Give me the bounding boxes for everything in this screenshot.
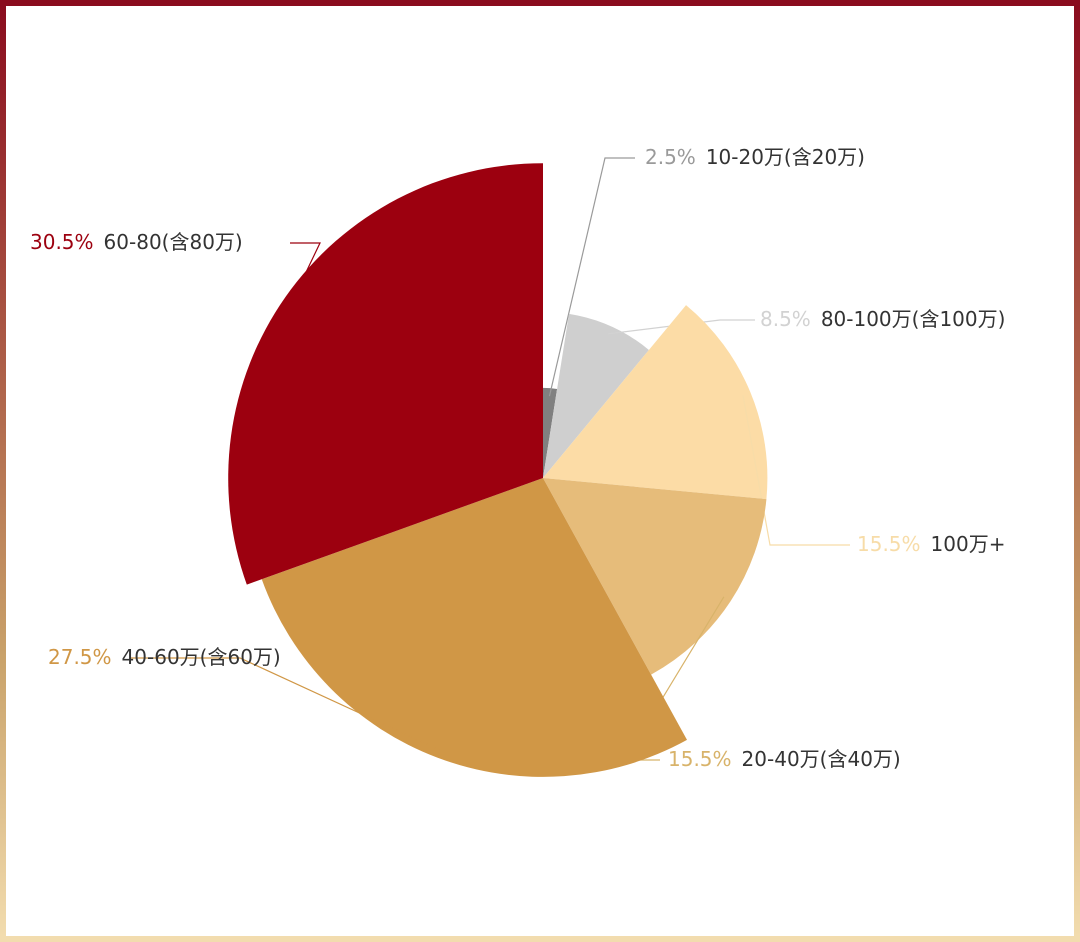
percent-label: 30.5% xyxy=(30,230,94,254)
category-label: 60-80(含80万) xyxy=(104,230,243,254)
percent-label: 2.5% xyxy=(645,145,696,169)
leader-line xyxy=(742,395,850,546)
category-label: 10-20万(含20万) xyxy=(706,145,865,169)
category-label: 80-100万(含100万) xyxy=(821,307,1006,331)
percent-label: 8.5% xyxy=(760,307,811,331)
leader-line xyxy=(130,657,441,751)
percent-label: 27.5% xyxy=(48,645,112,669)
data-label: 15.5% 100万+ xyxy=(857,532,1005,556)
data-label: 15.5% 20-40万(含40万) xyxy=(668,747,901,771)
category-label: 40-60万(含60万) xyxy=(122,645,281,669)
data-label: 27.5% 40-60万(含60万) xyxy=(48,645,281,669)
leader-line xyxy=(608,319,755,335)
data-label: 30.5% 60-80(含80万) xyxy=(30,230,243,254)
data-label: 2.5% 10-20万(含20万) xyxy=(645,145,865,169)
category-label: 100万+ xyxy=(931,532,1006,556)
rose-slice xyxy=(228,163,543,585)
leader-line xyxy=(548,157,635,397)
rose-slice xyxy=(543,478,767,675)
data-label: 8.5% 80-100万(含100万) xyxy=(760,307,1005,331)
percent-label: 15.5% xyxy=(857,532,921,556)
leader-line xyxy=(290,242,321,302)
rose-slice xyxy=(543,387,558,478)
rose-slice xyxy=(543,305,768,500)
rose-slice xyxy=(543,313,649,478)
category-label: 20-40万(含40万) xyxy=(742,747,901,771)
percent-label: 15.5% xyxy=(668,747,732,771)
rose-slice xyxy=(261,478,688,777)
